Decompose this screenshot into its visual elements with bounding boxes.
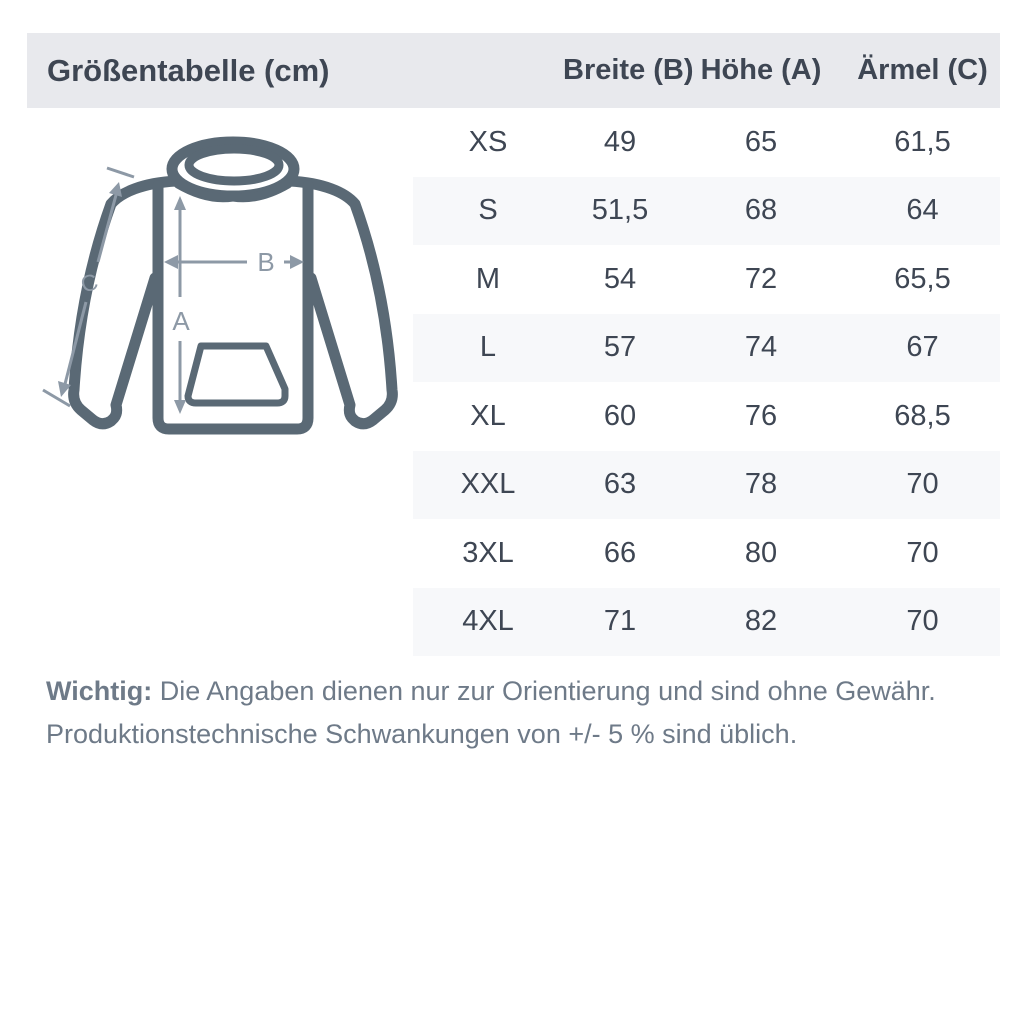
size-cell: XXL bbox=[460, 468, 516, 501]
breite-cell: 49 bbox=[603, 125, 637, 158]
aermel-cell: 70 bbox=[906, 468, 939, 501]
hoehe-cell: 78 bbox=[744, 468, 778, 501]
column-header-aermel: Ärmel (C) bbox=[857, 54, 988, 86]
table-row: M 54 72 65,5 bbox=[413, 245, 1000, 314]
aermel-cell: 65,5 bbox=[894, 262, 951, 295]
breite-cell: 54 bbox=[603, 262, 637, 295]
breite-cell: 57 bbox=[603, 331, 637, 364]
breite-cell: 51,5 bbox=[591, 194, 649, 227]
hoodie-diagram: A B C bbox=[0, 0, 440, 470]
size-cell: M bbox=[475, 262, 501, 295]
aermel-cell: 68,5 bbox=[894, 399, 951, 432]
table-row: S 51,5 68 64 bbox=[413, 176, 1000, 245]
size-cell: L bbox=[479, 331, 497, 364]
aermel-cell: 64 bbox=[906, 194, 939, 227]
table-header: Größentabelle (cm) Breite (B) Höhe (A) Ä… bbox=[27, 33, 1000, 108]
hoehe-cell: 80 bbox=[744, 536, 778, 569]
page-title: Größentabelle (cm) bbox=[47, 52, 330, 88]
breite-cell: 60 bbox=[603, 399, 637, 432]
aermel-cell: 70 bbox=[906, 605, 939, 638]
label-sleeve-c: C bbox=[78, 268, 102, 298]
table-row: 4XL 71 82 70 bbox=[413, 587, 1000, 656]
footer-important-label: Wichtig: bbox=[46, 676, 153, 706]
column-header-hoehe: Höhe (A) bbox=[700, 54, 822, 86]
breite-cell: 63 bbox=[603, 468, 637, 501]
footer-note: Wichtig: Die Angaben dienen nur zur Orie… bbox=[46, 670, 986, 756]
table-row: L 57 74 67 bbox=[413, 313, 1000, 382]
label-height-a: A bbox=[172, 306, 190, 336]
hoehe-cell: 82 bbox=[744, 605, 778, 638]
label-width-b: B bbox=[257, 247, 274, 277]
size-table: XS 49 65 61,5 S 51,5 68 64 M 54 72 65,5 … bbox=[413, 108, 1000, 656]
table-row: XS 49 65 61,5 bbox=[413, 108, 1000, 177]
breite-cell: 66 bbox=[603, 536, 637, 569]
column-headers: Breite (B) Höhe (A) Ärmel (C) bbox=[413, 33, 1000, 108]
footer-line1: Die Angaben dienen nur zur Orientierung … bbox=[159, 676, 936, 706]
hoehe-cell: 74 bbox=[744, 331, 778, 364]
aermel-cell: 67 bbox=[906, 331, 939, 364]
table-row: 3XL 66 80 70 bbox=[413, 519, 1000, 588]
hoehe-cell: 76 bbox=[744, 399, 778, 432]
hoodie-outline-icon: A B C bbox=[42, 136, 398, 435]
table-row: XL 60 76 68,5 bbox=[413, 382, 1000, 451]
table-row: XXL 63 78 70 bbox=[413, 450, 1000, 519]
size-cell: XL bbox=[470, 399, 506, 432]
hoehe-cell: 72 bbox=[744, 262, 778, 295]
hoehe-cell: 68 bbox=[744, 194, 778, 227]
breite-cell: 71 bbox=[603, 605, 637, 638]
dimension-arrow-c bbox=[42, 166, 135, 408]
dimension-arrowheads bbox=[58, 182, 304, 414]
column-header-breite: Breite (B) bbox=[563, 54, 694, 86]
size-cell: 3XL bbox=[462, 536, 514, 569]
size-cell: XS bbox=[468, 125, 508, 158]
size-cell: 4XL bbox=[462, 605, 514, 638]
footer-line2: Produktionstechnische Schwankungen von +… bbox=[46, 719, 798, 749]
size-cell: S bbox=[478, 194, 498, 227]
hoehe-cell: 65 bbox=[744, 125, 778, 158]
aermel-cell: 61,5 bbox=[894, 125, 951, 158]
aermel-cell: 70 bbox=[906, 536, 939, 569]
